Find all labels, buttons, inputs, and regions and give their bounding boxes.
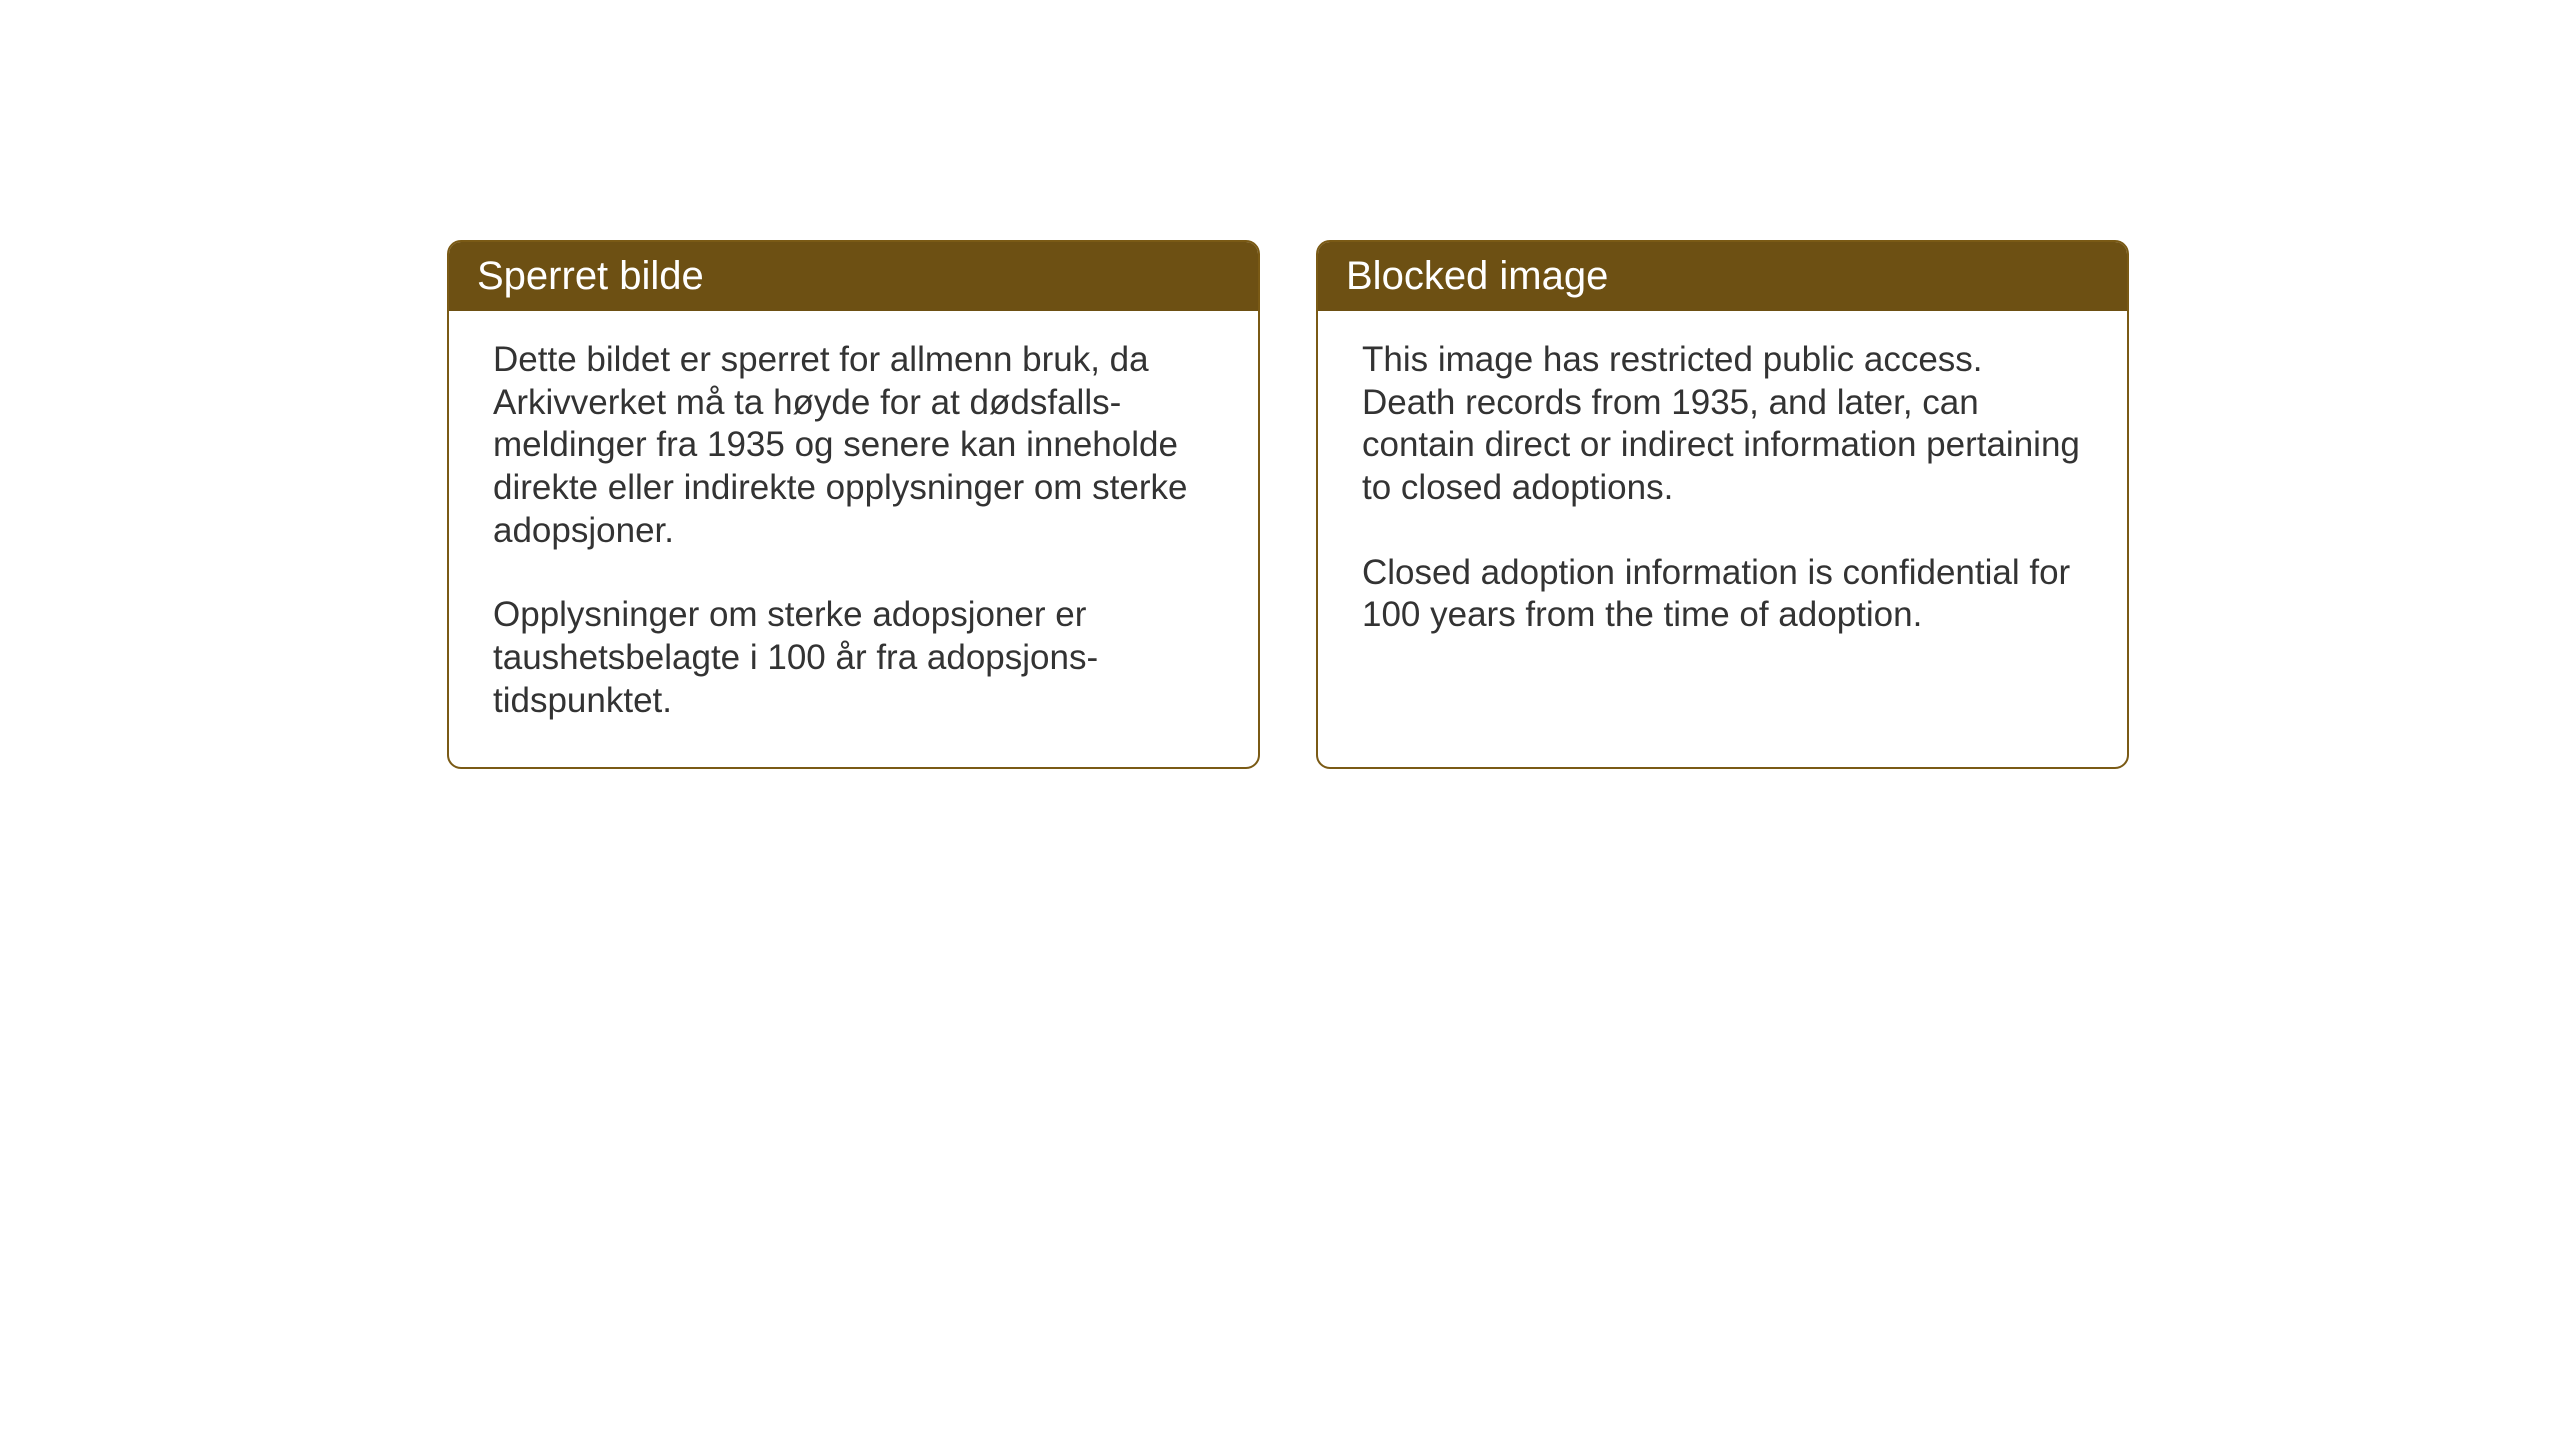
english-card-title: Blocked image [1318, 242, 2127, 311]
english-paragraph-1: This image has restricted public access.… [1362, 339, 2083, 510]
norwegian-card-body: Dette bildet er sperret for allmenn bruk… [449, 311, 1258, 767]
english-card-body: This image has restricted public access.… [1318, 311, 2127, 681]
norwegian-card-title: Sperret bilde [449, 242, 1258, 311]
norwegian-notice-card: Sperret bilde Dette bildet er sperret fo… [447, 240, 1260, 769]
english-paragraph-2: Closed adoption information is confident… [1362, 552, 2083, 637]
norwegian-paragraph-1: Dette bildet er sperret for allmenn bruk… [493, 339, 1214, 552]
notice-cards-container: Sperret bilde Dette bildet er sperret fo… [447, 240, 2129, 769]
english-notice-card: Blocked image This image has restricted … [1316, 240, 2129, 769]
norwegian-paragraph-2: Opplysninger om sterke adopsjoner er tau… [493, 594, 1214, 722]
